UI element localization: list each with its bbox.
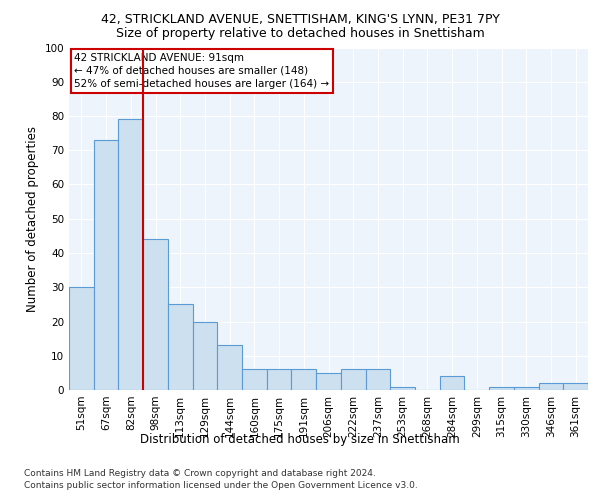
Y-axis label: Number of detached properties: Number of detached properties	[26, 126, 39, 312]
Bar	[440, 376, 464, 390]
Bar	[539, 383, 563, 390]
Bar	[217, 346, 242, 390]
Text: Contains HM Land Registry data © Crown copyright and database right 2024.: Contains HM Land Registry data © Crown c…	[24, 469, 376, 478]
Bar	[193, 322, 217, 390]
Bar	[267, 370, 292, 390]
Bar	[390, 386, 415, 390]
Bar	[94, 140, 118, 390]
Bar	[514, 386, 539, 390]
Bar	[242, 370, 267, 390]
Text: Contains public sector information licensed under the Open Government Licence v3: Contains public sector information licen…	[24, 481, 418, 490]
Bar	[143, 240, 168, 390]
Text: Size of property relative to detached houses in Snettisham: Size of property relative to detached ho…	[116, 28, 484, 40]
Bar	[316, 373, 341, 390]
Text: 42 STRICKLAND AVENUE: 91sqm
← 47% of detached houses are smaller (148)
52% of se: 42 STRICKLAND AVENUE: 91sqm ← 47% of det…	[74, 52, 329, 89]
Bar	[341, 370, 365, 390]
Bar	[489, 386, 514, 390]
Text: Distribution of detached houses by size in Snettisham: Distribution of detached houses by size …	[140, 432, 460, 446]
Bar	[118, 120, 143, 390]
Bar	[365, 370, 390, 390]
Text: 42, STRICKLAND AVENUE, SNETTISHAM, KING'S LYNN, PE31 7PY: 42, STRICKLAND AVENUE, SNETTISHAM, KING'…	[101, 12, 499, 26]
Bar	[563, 383, 588, 390]
Bar	[168, 304, 193, 390]
Bar	[292, 370, 316, 390]
Bar	[69, 287, 94, 390]
